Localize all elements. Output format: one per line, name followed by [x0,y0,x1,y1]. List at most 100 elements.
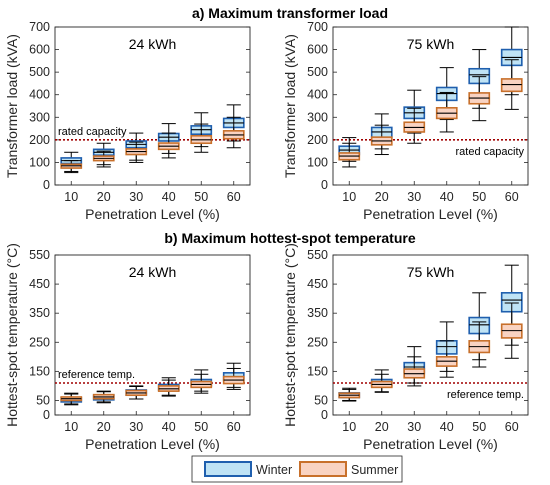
x-tick-label: 30 [129,420,143,434]
y-tick-label: 250 [29,335,50,349]
legend-winter-label: Winter [256,463,292,477]
x-axis-label: Penetration Level (%) [363,206,498,222]
x-axis-label: Penetration Level (%) [85,206,220,222]
y-tick-label: 700 [29,20,50,34]
x-tick-label: 10 [64,420,78,434]
box-summer-10 [60,160,83,174]
series-winter [60,104,245,172]
y-tick-label: 600 [29,43,50,57]
box-summer-60 [222,116,245,149]
y-tick-label: 500 [29,65,50,79]
y-tick-label: 600 [307,43,328,57]
panel-label: 24 kWh [129,36,176,52]
box-body [500,78,523,93]
y-tick-label: 550 [29,248,50,262]
y-tick-label: 400 [307,88,328,102]
y-tick-label: 400 [29,88,50,102]
box-summer-30 [403,107,426,144]
x-tick-label: 50 [194,190,208,204]
y-tick-label: 150 [307,364,328,378]
y-tick-label: 300 [307,110,328,124]
box-summer-60 [222,367,245,390]
y-axis-label: Transformer load (kVA) [282,34,298,178]
x-tick-label: 20 [97,420,111,434]
x-tick-label: 40 [162,420,176,434]
series-winter [338,264,523,402]
box-summer-20 [370,124,393,156]
y-tick-label: 700 [307,20,328,34]
box-summer-50 [190,373,213,394]
box-summer-10 [338,388,361,401]
box-summer-40 [157,132,180,159]
plot-frame [332,254,529,416]
y-tick-label: 350 [29,306,50,320]
y-tick-label: 0 [43,408,50,422]
reference-label: reference temp. [58,369,135,381]
plot-frame [54,26,251,186]
box-summer-40 [157,379,180,397]
y-tick-label: 50 [314,393,328,407]
x-axis-label: Penetration Level (%) [85,436,220,452]
x-tick-label: 20 [375,190,389,204]
x-tick-label: 50 [472,420,486,434]
plot-frame [332,26,529,186]
y-axis-label: Hottest-spot temperature (°C) [282,243,298,427]
legend-summer-swatch [299,461,347,477]
series-summer [338,302,523,401]
y-tick-label: 250 [307,335,328,349]
panel-label: 24 kWh [129,264,176,280]
x-tick-label: 30 [407,190,421,204]
y-tick-label: 450 [29,277,50,291]
y-tick-label: 100 [29,155,50,169]
box-summer-10 [338,142,361,168]
x-tick-label: 20 [97,190,111,204]
x-tick-label: 10 [342,190,356,204]
box-summer-30 [125,141,148,163]
box-summer-20 [92,150,115,168]
x-tick-label: 40 [162,190,176,204]
y-tick-label: 50 [36,393,50,407]
x-axis-label: Penetration Level (%) [363,436,498,452]
box-summer-40 [435,340,458,378]
x-tick-label: 20 [375,420,389,434]
legend-winter-swatch [204,461,252,477]
legend: Winter Summer [191,455,403,483]
x-tick-label: 50 [194,420,208,434]
x-tick-label: 60 [505,420,519,434]
y-axis-label: Transformer load (kVA) [4,34,20,178]
y-tick-label: 0 [321,408,328,422]
x-tick-label: 30 [129,190,143,204]
series-summer [60,367,245,405]
x-tick-label: 60 [505,190,519,204]
box-summer-60 [500,59,523,110]
box-summer-40 [435,91,458,133]
box-summer-20 [92,390,115,403]
box-summer-50 [468,321,491,368]
plot-frame [54,254,251,416]
x-tick-label: 40 [440,190,454,204]
section-a-title: a) Maximum transformer load [192,5,388,21]
y-tick-label: 100 [307,155,328,169]
y-tick-label: 300 [29,110,50,124]
section-b-title: b) Maximum hottest-spot temperature [164,230,415,246]
y-tick-label: 0 [321,178,328,192]
x-tick-label: 30 [407,420,421,434]
y-tick-label: 450 [307,277,328,291]
box-summer-50 [468,76,491,122]
y-tick-label: 200 [307,133,328,147]
box-summer-30 [403,356,426,387]
reference-label: rated capacity [58,126,127,138]
chart-load24: 0 100 200 300 400 500 600 700 10 20 30 40 50 60 Penetr… [4,20,251,222]
panel-label: 75 kWh [407,36,454,52]
legend-summer-label: Summer [351,463,398,477]
panel-label: 75 kWh [407,264,454,280]
series-summer [338,59,523,168]
y-tick-label: 200 [29,133,50,147]
y-axis-label: Hottest-spot temperature (°C) [4,243,20,427]
y-tick-label: 150 [29,364,50,378]
y-tick-label: 350 [307,306,328,320]
